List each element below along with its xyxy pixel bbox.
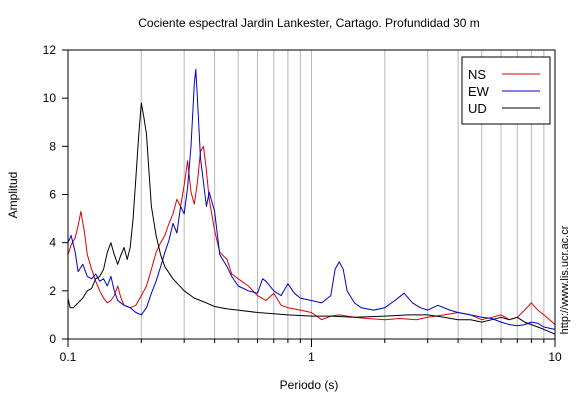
legend-label-ud: UD: [468, 101, 487, 116]
x-tick-label: 0.1: [60, 350, 77, 364]
legend: NS EW UD: [461, 56, 551, 125]
x-axis: 0.1 1 10: [60, 339, 562, 364]
series-line-ud: [67, 102, 556, 335]
x-axis-label: Periodo (s): [280, 378, 339, 392]
side-url-label: http://www.lis.ucr.ac.cr: [559, 225, 571, 334]
series-line-ew: [67, 68, 556, 330]
legend-label-ns: NS: [468, 67, 486, 82]
y-tick-label: 12: [43, 43, 57, 57]
x-tick-label: 10: [548, 350, 562, 364]
chart-title: Cociente espectral Jardin Lankester, Car…: [138, 16, 480, 30]
y-tick-label: 4: [49, 236, 56, 250]
y-tick-label: 6: [49, 188, 56, 202]
y-tick-label: 10: [43, 91, 57, 105]
y-tick-label: 2: [49, 284, 56, 298]
legend-label-ew: EW: [468, 84, 490, 99]
y-tick-label: 0: [49, 332, 56, 346]
y-axis: 0 2 4 6 8 10 12: [43, 43, 68, 346]
series-layer: [67, 68, 556, 335]
x-tick-label: 1: [308, 350, 315, 364]
series-line-ns: [67, 145, 556, 325]
y-tick-label: 8: [49, 139, 56, 153]
y-axis-label: Amplitud: [6, 172, 20, 219]
